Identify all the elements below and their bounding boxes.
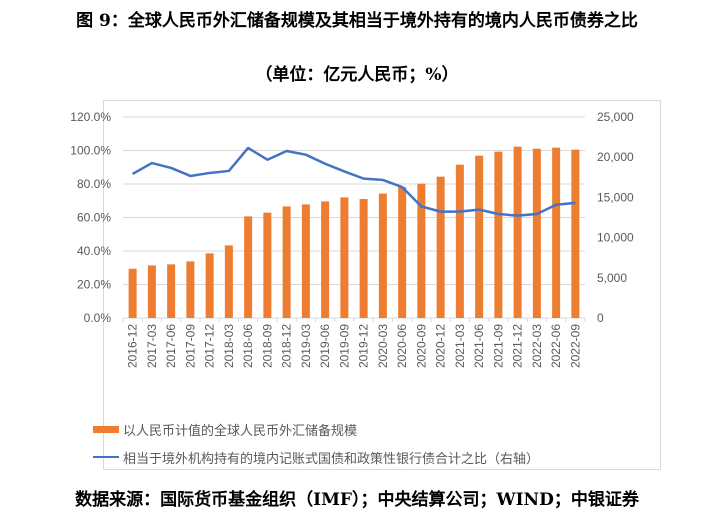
x-tick-label: 2020-09 <box>414 324 428 368</box>
x-tick-label: 2020-12 <box>434 324 448 368</box>
right-tick-label: 5,000 <box>597 271 627 285</box>
bar <box>494 151 503 318</box>
x-tick-label: 2018-12 <box>280 324 294 368</box>
bar <box>552 147 561 318</box>
left-tick-label: 80.0% <box>77 177 111 191</box>
x-tick-label: 2019-12 <box>357 324 371 368</box>
line-series <box>132 146 576 217</box>
bar <box>436 176 445 318</box>
left-tick-label: 120.0% <box>70 110 111 124</box>
x-tick-label: 2021-09 <box>491 324 505 368</box>
right-tick-label: 0 <box>597 311 604 325</box>
bar <box>455 164 464 318</box>
bar <box>301 204 310 318</box>
left-tick-label: 40.0% <box>77 244 111 258</box>
x-tick-label: 2018-03 <box>222 324 236 368</box>
bar <box>532 148 541 318</box>
legend-swatch-bar <box>93 425 119 433</box>
left-tick-label: 20.0% <box>77 278 111 292</box>
legend: 以人民币计值的全球人民币外汇储备规模 相当于境外机构持有的境内记账式国债和政策性… <box>93 415 539 471</box>
right-tick-label: 15,000 <box>597 190 634 204</box>
figure-title: 图 9：全球人民币外汇储备规模及其相当于境外持有的境内人民币债券之比 <box>76 11 638 31</box>
bar <box>186 261 195 318</box>
bar <box>282 206 291 318</box>
x-tick-label: 2017-12 <box>203 324 217 368</box>
bar <box>378 193 387 318</box>
left-tick-label: 0.0% <box>84 311 112 325</box>
x-tick-label: 2018-06 <box>241 324 255 368</box>
left-tick-label: 100.0% <box>70 144 111 158</box>
x-tick-label: 2022-03 <box>530 324 544 368</box>
x-tick-label: 2021-12 <box>511 324 525 368</box>
x-tick-label: 2019-06 <box>318 324 332 368</box>
left-tick-label: 60.0% <box>77 211 111 225</box>
right-tick-label: 10,000 <box>597 231 634 245</box>
x-tick-label: 2018-09 <box>260 324 274 368</box>
x-tick-label: 2022-09 <box>568 324 582 368</box>
x-tick-label: 2017-03 <box>145 324 159 368</box>
bar <box>167 264 176 318</box>
figure-subtitle: （单位：亿元人民币；%） <box>255 65 459 85</box>
bar <box>475 155 484 318</box>
legend-item-line: 相当于境外机构持有的境内记账式国债和政策性银行债合计之比（右轴） <box>93 443 539 471</box>
legend-swatch-line <box>93 456 119 458</box>
bar <box>244 216 253 318</box>
bar <box>340 197 349 318</box>
x-tick-label: 2019-09 <box>337 324 351 368</box>
x-tick-label: 2016-12 <box>126 324 140 368</box>
bar <box>224 245 233 318</box>
x-tick-label: 2021-06 <box>472 324 486 368</box>
bar <box>513 146 522 318</box>
bar <box>128 268 137 318</box>
x-tick-label: 2022-06 <box>549 324 563 368</box>
bar <box>398 186 407 318</box>
x-tick-label: 2019-03 <box>299 324 313 368</box>
x-tick-label: 2017-06 <box>164 324 178 368</box>
bar <box>417 183 426 318</box>
bar <box>147 265 156 318</box>
bar <box>205 253 214 318</box>
x-tick-label: 2017-09 <box>183 324 197 368</box>
legend-label-line: 相当于境外机构持有的境内记账式国债和政策性银行债合计之比（右轴） <box>123 450 540 466</box>
bar <box>321 201 330 318</box>
right-tick-label: 25,000 <box>597 110 634 124</box>
x-tick-label: 2021-03 <box>453 324 467 368</box>
bar <box>263 212 272 318</box>
legend-item-bar: 以人民币计值的全球人民币外汇储备规模 <box>93 415 539 443</box>
right-tick-label: 20,000 <box>597 150 634 164</box>
legend-label-bar: 以人民币计值的全球人民币外汇储备规模 <box>123 422 358 438</box>
x-tick-label: 2020-03 <box>376 324 390 368</box>
x-tick-label: 2020-06 <box>395 324 409 368</box>
bar <box>359 199 368 318</box>
bar <box>571 149 580 318</box>
chart-frame <box>103 100 661 470</box>
source-note: 数据来源：国际货币基金组织（IMF）；中央结算公司；WIND；中银证券 <box>75 490 639 510</box>
